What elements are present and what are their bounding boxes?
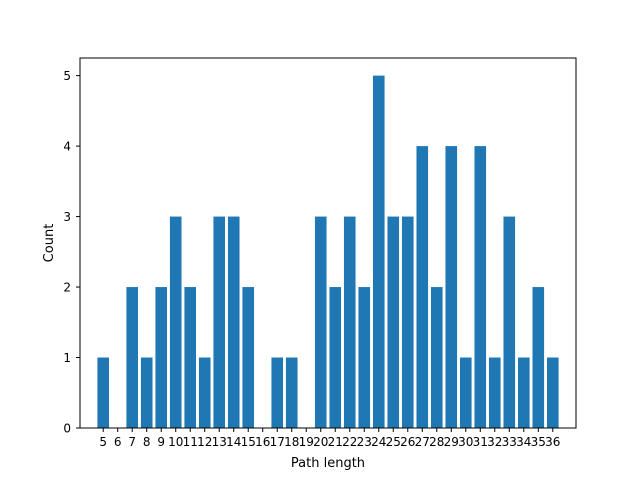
bar-20 <box>314 216 327 428</box>
x-tick-label-20: 20 <box>313 435 328 449</box>
y-axis-ticks: 0 1 2 3 4 5 <box>63 69 80 436</box>
x-tick-label-34: 34 <box>516 435 531 449</box>
bar-29 <box>445 146 458 428</box>
bar-27 <box>416 146 429 428</box>
x-tick-label-8: 8 <box>143 435 151 449</box>
x-tick-label-19: 19 <box>299 435 314 449</box>
x-tick-label-36: 36 <box>545 435 560 449</box>
x-tick-label-16: 16 <box>255 435 270 449</box>
x-tick-label-27: 27 <box>415 435 430 449</box>
x-tick-label-10: 10 <box>168 435 183 449</box>
bar-34 <box>517 357 530 428</box>
bar-31 <box>474 146 487 428</box>
x-tick-label-31: 31 <box>473 435 488 449</box>
x-tick-label-25: 25 <box>386 435 401 449</box>
x-tick-label-15: 15 <box>241 435 256 449</box>
bar-26 <box>401 216 414 428</box>
bar-10 <box>169 216 182 428</box>
x-tick-label-28: 28 <box>429 435 444 449</box>
bar-24 <box>372 75 385 429</box>
y-tick-label-3: 3 <box>63 210 71 224</box>
x-tick-label-33: 33 <box>502 435 517 449</box>
x-axis-ticks: 5 6 7 8 9 10 11 12 13 14 15 16 17 18 19 20 21 22 23 24 25 26 2… <box>99 428 560 449</box>
x-axis-label: Path length <box>291 456 365 471</box>
bar-23 <box>358 287 371 428</box>
bar-14 <box>227 216 240 428</box>
bar-33 <box>503 216 516 428</box>
x-tick-label-11: 11 <box>183 435 198 449</box>
bar-17 <box>271 357 284 428</box>
bar-7 <box>126 287 139 428</box>
bar-8 <box>140 357 153 428</box>
x-tick-label-35: 35 <box>531 435 546 449</box>
x-tick-label-23: 23 <box>357 435 372 449</box>
bar-5 <box>97 357 109 428</box>
x-tick-label-14: 14 <box>226 435 241 449</box>
x-tick-label-29: 29 <box>444 435 459 449</box>
bar-25 <box>387 216 400 428</box>
y-axis-label: Count <box>42 224 57 263</box>
bar-32 <box>488 357 501 428</box>
x-tick-label-26: 26 <box>400 435 415 449</box>
x-tick-label-17: 17 <box>270 435 285 449</box>
bar-22 <box>343 216 356 428</box>
x-tick-label-6: 6 <box>114 435 122 449</box>
bar-21 <box>329 287 342 428</box>
bars-group <box>97 75 559 429</box>
y-tick-label-5: 5 <box>63 69 71 83</box>
bar-35 <box>532 287 545 428</box>
bar-9 <box>155 287 168 428</box>
bar-12 <box>198 357 211 428</box>
x-tick-label-13: 13 <box>212 435 227 449</box>
x-tick-label-30: 30 <box>458 435 473 449</box>
x-tick-label-5: 5 <box>99 435 107 449</box>
x-tick-label-22: 22 <box>342 435 357 449</box>
bar-30 <box>459 357 472 428</box>
x-tick-label-9: 9 <box>157 435 165 449</box>
y-tick-label-0: 0 <box>63 422 71 436</box>
bar-13 <box>213 216 226 428</box>
x-tick-label-21: 21 <box>328 435 343 449</box>
y-tick-label-2: 2 <box>63 281 71 295</box>
x-tick-label-12: 12 <box>197 435 212 449</box>
x-tick-label-32: 32 <box>487 435 502 449</box>
bar-28 <box>430 287 443 428</box>
plot-frame <box>79 57 577 429</box>
bar-18 <box>285 357 298 428</box>
y-tick-label-4: 4 <box>63 140 71 154</box>
x-tick-label-18: 18 <box>284 435 299 449</box>
x-tick-label-7: 7 <box>128 435 136 449</box>
x-tick-label-24: 24 <box>371 435 386 449</box>
bar-15 <box>242 287 255 428</box>
y-tick-label-1: 1 <box>63 351 71 365</box>
bar-36 <box>546 357 559 428</box>
bar-11 <box>184 287 197 428</box>
